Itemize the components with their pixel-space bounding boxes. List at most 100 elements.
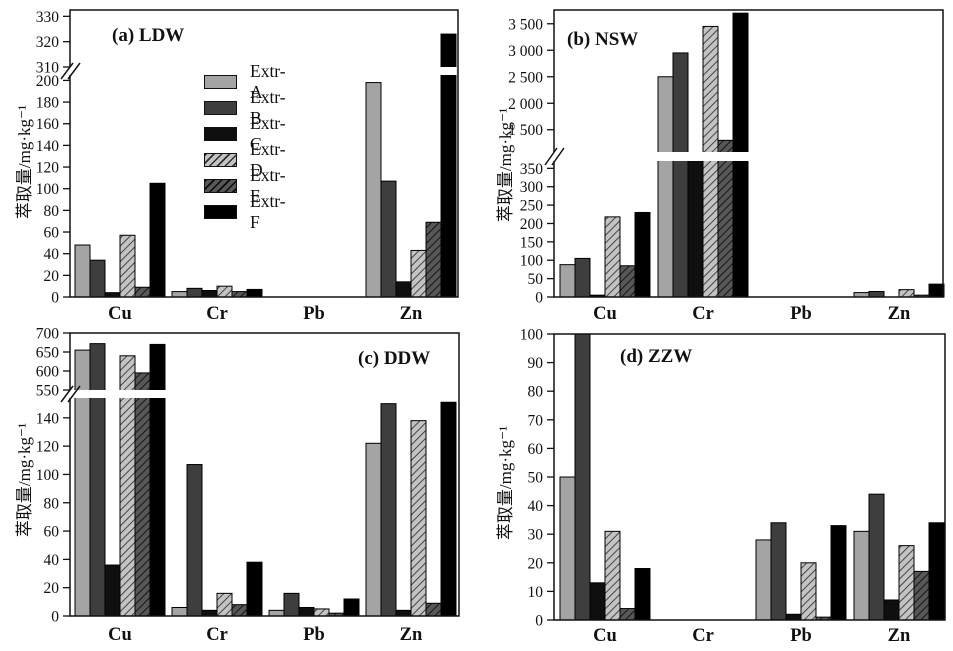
bar-b-Zn-Extr-F	[928, 283, 945, 298]
bar-d-Cu-Extr-C	[589, 582, 606, 621]
y-tick-label: 20	[528, 555, 544, 572]
bar-b-Zn-Extr-D	[898, 289, 915, 298]
panel-title-b: (b) NSW	[567, 29, 638, 50]
bar-d-Pb-Extr-D	[800, 562, 817, 621]
y-tick-label: 50	[528, 271, 544, 288]
bar-a-Zn-Extr-D	[410, 249, 427, 298]
x-category-label-Cu: Cu	[593, 626, 617, 646]
axis-break-slash	[67, 62, 81, 80]
y-tick-label: 140	[36, 138, 60, 155]
y-tick-label: 320	[36, 34, 60, 51]
bar-c-Zn-Extr-F	[440, 401, 457, 617]
bar-d-Pb-Extr-B	[770, 522, 787, 621]
y-tick-label: 60	[528, 441, 544, 458]
x-category-label-Pb: Pb	[303, 625, 325, 645]
x-category-label-Pb: Pb	[790, 626, 812, 646]
y-tick-label: 300	[520, 179, 544, 196]
legend-item: Extr-E	[204, 165, 286, 207]
y-tick-label: 80	[44, 495, 60, 512]
bar-a-Cr-Extr-E	[231, 291, 248, 298]
y-axis-title: 萃取量/mg·kg⁻¹	[496, 426, 515, 540]
x-category-label-Cr: Cr	[692, 304, 714, 324]
bar-c-Pb-Extr-D	[313, 608, 330, 617]
legend-swatch-extr-b	[204, 101, 237, 115]
legend-swatch-extr-a	[204, 75, 237, 89]
x-category-label-Pb: Pb	[790, 304, 812, 324]
y-tick-label: 120	[36, 160, 60, 177]
bar-d-Pb-Extr-F	[830, 525, 847, 621]
y-tick-label: 200	[520, 216, 544, 233]
bar-b-Cu-Extr-F	[634, 211, 651, 298]
bar-a-Zn-Extr-E	[425, 221, 442, 298]
axis-break-slash	[60, 385, 74, 403]
bar-d-Cu-Extr-B	[574, 333, 591, 621]
bar-a-Zn-Extr-A	[365, 82, 382, 298]
y-tick-label: 100	[520, 253, 544, 270]
bar-a-Cr-Extr-D	[216, 285, 233, 298]
y-tick-label: 3 500	[508, 16, 543, 33]
x-category-label-Zn: Zn	[888, 626, 911, 646]
plot-box	[69, 9, 459, 298]
x-category-label-Cu: Cu	[593, 304, 617, 324]
axis-break-slash	[551, 147, 565, 166]
bar-a-Cr-Extr-F	[246, 288, 263, 298]
panel-title-d: (d) ZZW	[620, 346, 692, 367]
y-tick-label: 80	[44, 203, 60, 220]
bar-c-Cr-Extr-E	[231, 604, 248, 617]
axis-break-slash	[60, 62, 74, 80]
x-category-label-Zn: Zn	[888, 304, 911, 324]
bar-c-Cr-Extr-C	[201, 609, 218, 617]
legend-label: Extr-C	[250, 113, 286, 154]
legend-swatch-extr-e	[204, 179, 237, 193]
bar-a-Zn-Extr-C	[395, 281, 412, 298]
bar-c-Cr-Extr-A	[171, 607, 188, 617]
bar-d-Pb-Extr-A	[755, 539, 772, 621]
y-tick-label: 350	[520, 161, 544, 178]
y-tick-label: 600	[36, 364, 60, 381]
bar-d-Zn-Extr-E	[913, 570, 930, 621]
y-tick-label: 310	[36, 60, 60, 77]
bar-c-Cu-Extr-E	[134, 372, 151, 617]
axis-break-band	[67, 67, 457, 75]
bar-a-Cr-Extr-B	[186, 287, 203, 298]
axis-break-band	[551, 152, 942, 161]
bar-c-Cr-Extr-D	[216, 592, 233, 617]
axis-break-slash	[67, 385, 81, 403]
bar-d-Zn-Extr-B	[868, 493, 885, 621]
bar-a-Cu-Extr-F	[149, 182, 166, 298]
bar-a-Cu-Extr-A	[74, 244, 91, 298]
x-category-label-Cu: Cu	[108, 304, 132, 324]
y-tick-label: 200	[36, 73, 60, 90]
bar-b-Cu-Extr-B	[574, 257, 591, 298]
y-tick-label: 20	[44, 580, 60, 597]
bar-d-Zn-Extr-C	[883, 599, 900, 621]
y-tick-label: 30	[528, 527, 544, 544]
bar-a-Zn-Extr-B	[380, 180, 397, 298]
bar-c-Cr-Extr-F	[246, 561, 263, 617]
legend-label: Extr-A	[250, 61, 286, 102]
bar-b-Zn-Extr-B	[868, 290, 885, 298]
y-tick-label: 3 000	[508, 43, 543, 60]
y-tick-label: 150	[520, 234, 544, 251]
legend-swatch-extr-f	[204, 205, 237, 219]
bar-d-Pb-Extr-C	[785, 613, 802, 621]
legend-label: Extr-D	[250, 139, 286, 180]
x-category-label-Cu: Cu	[108, 625, 132, 645]
y-tick-label: 550	[36, 383, 60, 400]
bar-a-Cu-Extr-E	[134, 286, 151, 298]
bar-a-Cr-Extr-C	[201, 290, 218, 298]
y-tick-label: 2 000	[508, 96, 543, 113]
panel-c: 0 20 40 60 80 100 120 140 550 600 650 700 Cu Cr Pb Zn (c…	[15, 326, 460, 645]
bar-b-Cu-Extr-D	[604, 216, 621, 298]
bar-c-Zn-Extr-D	[410, 420, 427, 617]
y-tick-label: 100	[36, 181, 60, 198]
bar-a-Cr-Extr-A	[171, 291, 188, 298]
x-category-label-Cr: Cr	[206, 625, 228, 645]
y-tick-label: 20	[44, 268, 60, 285]
panel-d: 0 10 20 30 40 50 60 70 80 90 100 Cu Cr Pb Zn (d) ZZW 萃取量…	[496, 327, 946, 646]
bar-c-Zn-Extr-A	[365, 442, 382, 617]
y-tick-label: 40	[44, 246, 60, 263]
